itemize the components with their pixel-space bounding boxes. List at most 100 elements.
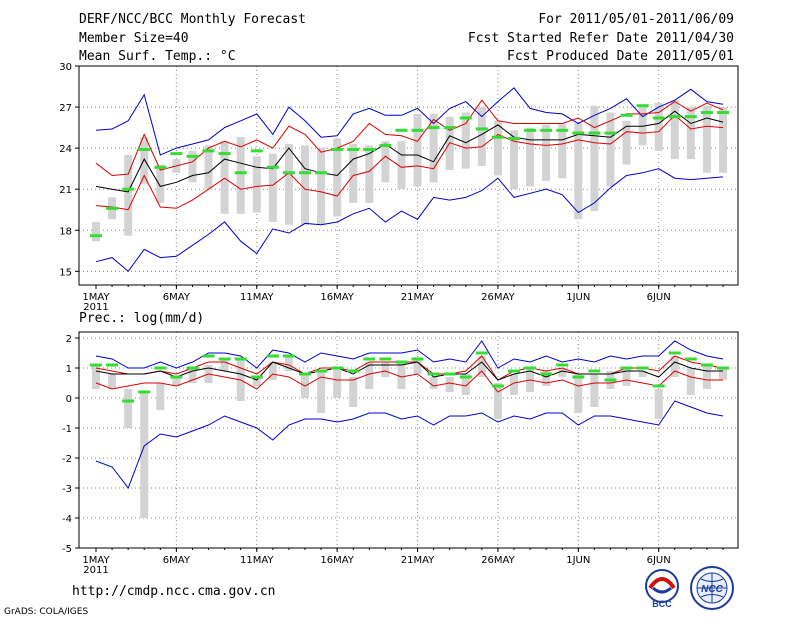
- spread-box: [686, 368, 695, 395]
- y-tick-label: 27: [59, 103, 72, 114]
- spread-box: [429, 377, 438, 389]
- y-tick-label: 15: [59, 267, 72, 278]
- spread-box: [268, 362, 277, 380]
- spread-box: [622, 368, 631, 386]
- spread-box: [204, 145, 213, 190]
- spread-box: [349, 377, 358, 407]
- y-tick-label: -3: [62, 484, 72, 495]
- bcc-logo-text: BCC: [652, 599, 672, 609]
- spread-box: [124, 389, 133, 428]
- spread-box: [333, 138, 342, 217]
- spread-box: [558, 123, 567, 179]
- spread-box: [397, 362, 406, 389]
- spread-box: [702, 105, 711, 173]
- x-tick-label: 6MAY: [163, 292, 191, 303]
- series-line-ensemble-mean: [95, 110, 724, 193]
- spread-box: [670, 356, 679, 377]
- x-tick-label: 11MAY: [240, 555, 274, 566]
- spread-box: [413, 359, 422, 374]
- spread-box: [92, 365, 100, 389]
- series-line-upper-spread: [95, 355, 724, 381]
- bcc-logo-arc: [648, 577, 676, 590]
- spread-box: [220, 141, 229, 214]
- spread-box: [719, 107, 727, 173]
- spread-box: [702, 365, 711, 389]
- y-tick-label: -2: [62, 454, 72, 465]
- x-year-label: 2011: [83, 565, 108, 576]
- spread-box: [252, 377, 261, 386]
- spread-box: [590, 105, 599, 212]
- spread-box: [365, 362, 374, 389]
- spread-box: [236, 137, 245, 214]
- spread-box: [220, 359, 229, 371]
- x-tick-label: 16MAY: [320, 292, 354, 303]
- x-tick-label: 1MAY: [82, 292, 110, 303]
- spread-box: [510, 374, 518, 395]
- y-tick-label: 0: [66, 394, 72, 405]
- bcc-logo-wave: [652, 586, 672, 594]
- grads-credit: GrADS: COLA/IGES: [4, 607, 89, 617]
- spread-box: [381, 141, 390, 183]
- spread-box: [574, 123, 583, 220]
- spread-box: [670, 100, 679, 160]
- spread-box: [317, 371, 326, 413]
- y-tick-label: 18: [59, 226, 72, 237]
- spread-box: [493, 383, 502, 419]
- spread-box: [140, 392, 149, 518]
- spread-box: [445, 377, 454, 392]
- spread-box: [542, 371, 551, 386]
- spread-box: [654, 102, 663, 151]
- spread-box: [477, 107, 486, 166]
- spread-box: [510, 130, 518, 190]
- series-line-lower-spread: [95, 370, 723, 393]
- member-size: Member Size=40: [79, 31, 189, 46]
- spread-box: [429, 113, 438, 183]
- spread-box: [493, 120, 502, 176]
- y-tick-label: 2: [66, 334, 72, 345]
- chart-title: DERF/NCC/BCC Monthly Forecast: [79, 12, 306, 27]
- panel-temp: 15 18 21 24 27 30 1MAY 6MAY 11MAY 16MAY 21MAY 26MAY…: [59, 62, 739, 313]
- ncc-logo-text: NCC: [701, 584, 723, 595]
- spread-box: [268, 153, 277, 223]
- spread-box: [590, 374, 599, 407]
- spread-box: [638, 371, 647, 377]
- x-tick-label: 26MAY: [481, 292, 515, 303]
- spread-box: [252, 156, 261, 213]
- spread-box: [397, 141, 406, 190]
- precip-title: Prec.: log(mm/d): [79, 311, 205, 326]
- y-tick-label: -4: [62, 514, 72, 525]
- y-tick-label: 21: [59, 185, 72, 196]
- x-tick-label: 1JUN: [566, 292, 590, 303]
- spread-box: [108, 374, 117, 389]
- x-tick-label: 26MAY: [481, 555, 515, 566]
- series-line-lower-spread: [95, 114, 724, 211]
- spread-box: [140, 137, 149, 184]
- spread-box: [284, 356, 293, 371]
- footer-url[interactable]: http://cmdp.ncc.cma.gov.cn: [72, 584, 276, 599]
- spread-box: [188, 150, 197, 183]
- plot-frame: [78, 65, 739, 286]
- series-line-min: [95, 400, 724, 490]
- series-line-max: [95, 340, 724, 369]
- forecast-period: For 2011/05/01-2011/06/09: [538, 12, 734, 27]
- x-tick-label: 16MAY: [320, 555, 354, 566]
- spread-box: [124, 154, 133, 236]
- x-tick-label: 1MAY: [82, 555, 110, 566]
- x-tick-label: 21MAY: [401, 555, 435, 566]
- spread-box: [526, 127, 535, 187]
- ncc-logo: NCC: [688, 564, 736, 612]
- x-tick-label: 1JUN: [566, 555, 590, 566]
- spread-box: [333, 368, 342, 398]
- x-year-label: 2011: [83, 302, 108, 313]
- spread-box: [542, 124, 551, 181]
- spread-box: [719, 368, 727, 380]
- spread-box: [558, 368, 567, 377]
- spread-box: [92, 222, 100, 242]
- spread-box: [654, 389, 663, 419]
- spread-box: [156, 164, 165, 203]
- bcc-logo: BCC: [640, 566, 684, 610]
- y-tick-label: 30: [59, 62, 72, 73]
- spread-box: [413, 113, 422, 187]
- spread-box: [365, 145, 374, 203]
